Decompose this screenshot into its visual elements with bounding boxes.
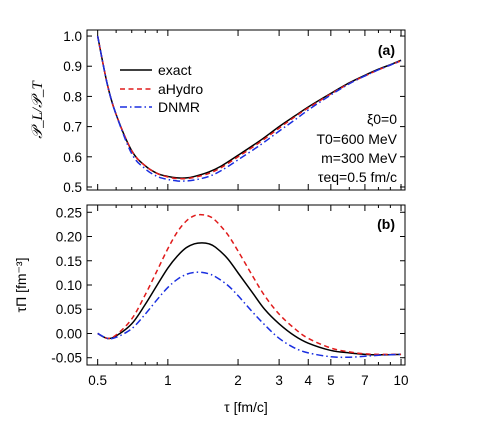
panel-a-x-ticks [97, 30, 402, 190]
y-tick-label: 1.0 [63, 29, 82, 44]
y-tick-label: 0.00 [56, 326, 82, 341]
annotation-tau-eq: τeq=0.5 fm/c [318, 169, 397, 185]
parameter-annotations: ξ0=0 T0=600 MeV m=300 MeV τeq=0.5 fm/c [316, 111, 397, 185]
y-tick-label: 0.5 [63, 180, 82, 195]
y-tick-label: 0.10 [56, 278, 82, 293]
y-tick-label: 0.8 [63, 89, 82, 104]
legend-label-dnmr: DNMR [158, 99, 200, 115]
annotation-mass: m=300 MeV [321, 150, 398, 166]
x-tick-label: 4 [304, 373, 312, 388]
panel-a-curves [96, 35, 402, 182]
legend-label-ahydro: aHydro [158, 81, 203, 97]
panel-b: -0.05 0.00 0.05 0.10 0.15 0.20 0.25 0.5 1 2 3 4 5 7 1… [13, 204, 409, 415]
y-tick-label: 0.25 [56, 205, 82, 220]
panel-a-y-axis-label: 𝒫_L/𝒫_T [30, 80, 46, 139]
y-tick-label: 0.7 [63, 120, 82, 135]
y-tick-label: 0.9 [63, 59, 82, 74]
y-tick-label: -0.05 [51, 351, 82, 366]
series-line-ahydro [97, 213, 402, 356]
panel-b-y-ticks: -0.05 0.00 0.05 0.10 0.15 0.20 0.25 [51, 205, 405, 366]
x-tick-label: 10 [394, 373, 409, 388]
x-tick-label: 0.5 [88, 373, 107, 388]
panel-a-label: (a) [378, 42, 395, 58]
panel-b-curves [97, 213, 402, 359]
series-line-ahydro [96, 35, 402, 180]
panel-b-x-ticks: 0.5 1 2 3 4 5 7 10 [88, 205, 409, 388]
y-tick-label: 0.15 [56, 254, 82, 269]
series-line-exact [96, 35, 402, 179]
x-tick-label: 7 [361, 373, 369, 388]
panel-b-label: (b) [377, 216, 395, 232]
x-tick-label: 2 [234, 373, 242, 388]
y-tick-label: 0.05 [56, 302, 82, 317]
x-tick-label: 1 [164, 373, 172, 388]
x-tick-label: 5 [327, 373, 335, 388]
x-axis-label: τ [fm/c] [224, 399, 268, 415]
panel-a-y-ticks: 0.5 0.6 0.7 0.8 0.9 1.0 [63, 29, 405, 195]
series-line-exact [97, 242, 402, 356]
annotation-t0: T0=600 MeV [316, 131, 397, 147]
annotation-xi0: ξ0=0 [367, 111, 397, 127]
panel-b-y-axis-label: τΠ [fm⁻³] [13, 258, 29, 313]
series-line-dnmr [96, 35, 402, 182]
panel-a: 0.5 0.6 0.7 0.8 0.9 1.0 (a) exact aHydro DNMR… [30, 29, 406, 195]
legend: exact aHydro DNMR [120, 62, 203, 115]
legend-label-exact: exact [158, 62, 192, 78]
y-tick-label: 0.20 [56, 230, 82, 245]
panel-a-frame [86, 29, 406, 191]
y-tick-label: 0.6 [63, 150, 82, 165]
x-tick-label: 3 [275, 373, 283, 388]
series-line-dnmr [97, 271, 402, 359]
